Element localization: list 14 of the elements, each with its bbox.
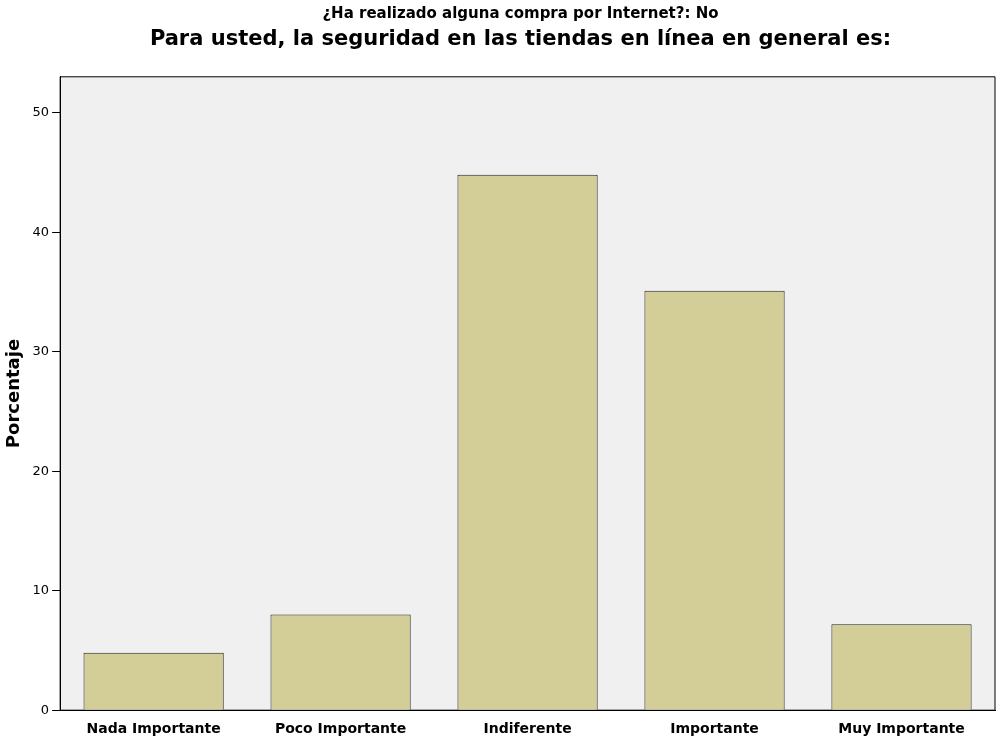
x-tick-label: Importante [670,720,759,737]
x-tick-label: Muy Importante [838,720,965,737]
y-tick-label: 0 [40,701,50,717]
y-tick-label: 40 [32,223,50,239]
y-tick-label: 30 [32,343,50,359]
chart-subtitle: ¿Ha realizado alguna compra por Internet?: No [321,3,720,24]
x-tick-label: Nada Importante [86,720,221,737]
y-tick-label: 20 [32,462,50,478]
y-tick-label: 50 [32,104,50,120]
x-tick-label: Indiferente [483,720,572,737]
chart-title: Para usted, la seguridad en las tiendas en línea en general es: [148,26,893,52]
y-axis-title: Porcentaje [2,338,24,449]
y-tick-label: 10 [32,582,50,598]
x-tick-label: Poco Importante [274,720,407,737]
